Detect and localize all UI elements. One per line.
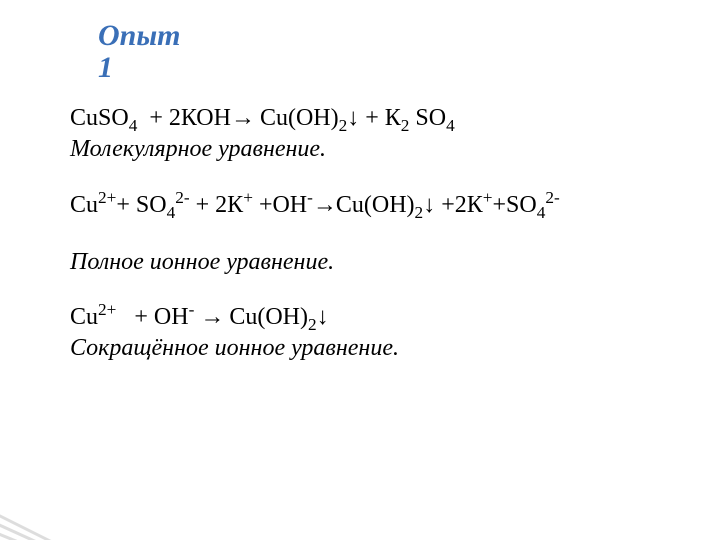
caption-molecular: Молекулярное уравнение.: [70, 135, 690, 164]
title-line2: 1: [98, 52, 181, 84]
title-line1: Опыт: [98, 19, 181, 52]
equation-net-ionic: Cu2+ + OH- → Cu(OH)2↓: [70, 303, 690, 332]
equation-molecular: CuSO4 + 2КОН→ Cu(OH)2↓ + К2 SO4: [70, 104, 690, 133]
caption-net-ionic: Сокращённое ионное уравнение.: [70, 334, 690, 363]
slide: Опыт 1 CuSO4 + 2КОН→ Cu(OH)2↓ + К2 SO4 М…: [0, 0, 720, 540]
equation-full-ionic: Cu2++ SO42- + 2К+ +OH-→Cu(OH)2↓ +2К++SO4…: [70, 191, 690, 220]
spacer: [70, 165, 690, 191]
slide-title: Опыт 1: [98, 20, 181, 83]
caption-full-ionic: Полное ионное уравнение.: [70, 248, 690, 277]
spacer: [70, 220, 690, 246]
slide-body: CuSO4 + 2КОН→ Cu(OH)2↓ + К2 SO4 Молекуля…: [70, 104, 690, 364]
spacer: [70, 277, 690, 303]
stripe-accent-icon: [0, 446, 180, 540]
